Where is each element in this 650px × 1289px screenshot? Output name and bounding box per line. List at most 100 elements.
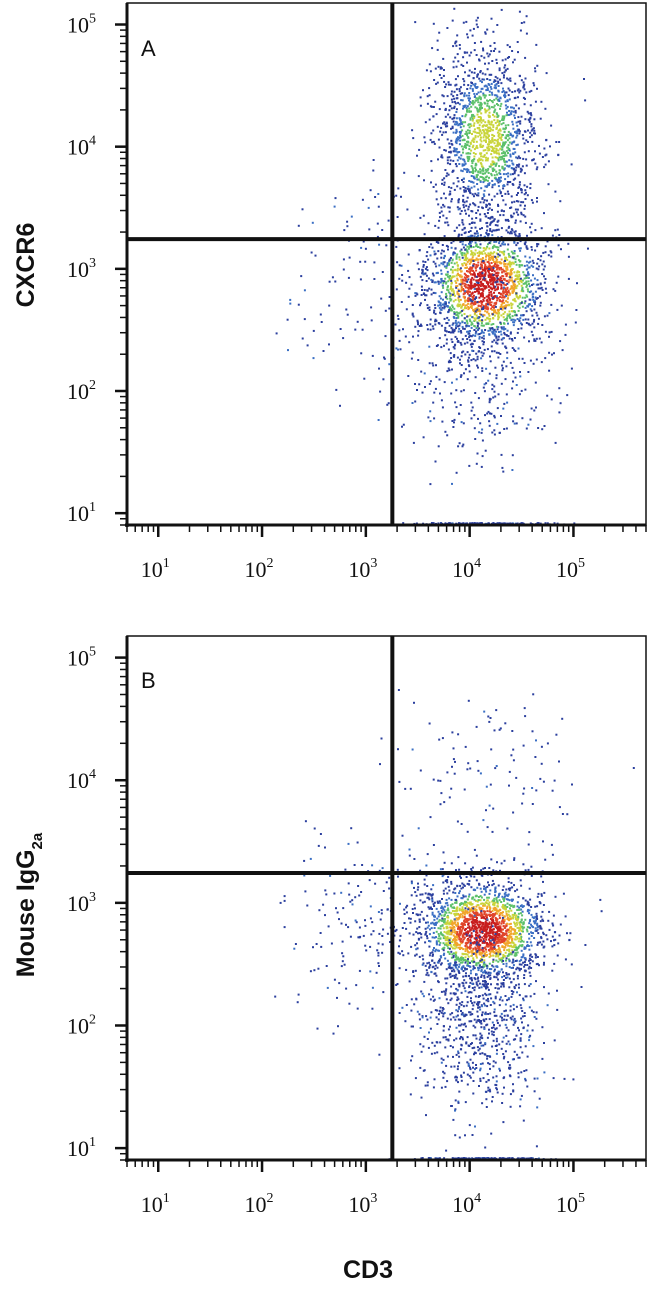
event-point <box>457 294 460 297</box>
event-point <box>473 339 476 342</box>
event-point <box>445 217 448 220</box>
event-point <box>311 221 314 224</box>
event-point <box>472 152 475 154</box>
event-point <box>473 155 476 158</box>
event-point <box>471 89 474 92</box>
event-point <box>456 290 459 293</box>
event-point <box>453 100 456 103</box>
event-point <box>531 322 534 325</box>
event-point <box>485 322 488 325</box>
event-point <box>446 288 449 291</box>
event-point <box>507 898 509 901</box>
event-point <box>502 360 505 363</box>
event-point <box>474 290 476 293</box>
event-point <box>514 208 517 211</box>
event-point <box>526 268 529 271</box>
event-point <box>492 229 495 232</box>
event-point <box>469 87 472 90</box>
event-point <box>494 176 497 179</box>
event-point <box>464 121 467 124</box>
event-point <box>480 357 483 360</box>
event-point <box>481 72 484 75</box>
event-point <box>452 45 455 48</box>
event-point <box>570 367 573 370</box>
event-point <box>477 961 480 964</box>
event-point <box>482 119 485 122</box>
event-point <box>448 301 450 304</box>
event-point <box>478 319 481 322</box>
event-point <box>467 208 470 211</box>
event-point <box>464 368 467 371</box>
event-point <box>486 179 489 182</box>
event-point <box>509 230 512 233</box>
event-point <box>472 159 475 162</box>
event-point <box>463 932 466 935</box>
event-point <box>512 324 515 327</box>
event-point <box>460 233 463 236</box>
event-point <box>481 252 484 255</box>
event-point <box>489 329 492 332</box>
event-point <box>395 194 398 197</box>
event-point <box>516 271 519 274</box>
event-point <box>521 288 524 291</box>
event-point <box>435 82 438 85</box>
event-point <box>487 276 490 278</box>
event-point <box>432 401 435 404</box>
event-point <box>445 282 448 285</box>
event-point <box>425 930 428 933</box>
event-point <box>429 928 431 931</box>
event-point <box>454 247 457 250</box>
event-point <box>463 936 466 939</box>
event-point <box>463 342 466 345</box>
event-point <box>514 131 516 134</box>
event-point <box>550 303 553 306</box>
event-point <box>451 288 454 291</box>
event-point <box>484 31 487 34</box>
x-tick-label: 101 <box>141 556 170 582</box>
event-point <box>462 984 465 987</box>
event-point <box>523 242 526 245</box>
event-point <box>440 269 443 272</box>
event-point <box>495 147 498 150</box>
event-point <box>455 286 458 289</box>
event-point <box>520 115 523 118</box>
event-point <box>470 279 473 282</box>
event-point <box>510 307 513 309</box>
event-point <box>491 308 494 311</box>
event-point <box>513 280 516 283</box>
event-point <box>505 270 508 273</box>
event-point <box>488 258 490 261</box>
event-point <box>487 243 489 246</box>
event-point <box>471 300 474 303</box>
event-point <box>514 169 517 172</box>
event-point <box>468 157 471 160</box>
event-point <box>534 927 537 930</box>
event-point <box>453 294 456 297</box>
event-point <box>508 137 511 140</box>
event-point <box>453 328 456 331</box>
event-point <box>574 321 577 324</box>
event-point <box>475 236 478 239</box>
event-point <box>430 278 433 281</box>
event-point <box>509 155 512 158</box>
event-point <box>525 427 528 430</box>
event-point <box>511 229 514 232</box>
event-point <box>482 284 484 286</box>
event-point <box>440 262 443 265</box>
event-point <box>449 190 452 193</box>
event-point <box>475 352 478 355</box>
event-point <box>301 208 304 211</box>
event-point <box>496 156 499 159</box>
event-point <box>319 313 322 316</box>
event-point <box>442 942 445 945</box>
event-point <box>513 114 516 117</box>
event-point <box>479 234 482 237</box>
event-point <box>447 367 450 370</box>
event-point <box>456 97 459 100</box>
event-point <box>405 308 408 311</box>
event-point <box>398 939 401 942</box>
event-point <box>498 50 501 53</box>
event-point <box>459 311 462 314</box>
event-point <box>526 110 529 113</box>
event-point <box>372 159 375 161</box>
